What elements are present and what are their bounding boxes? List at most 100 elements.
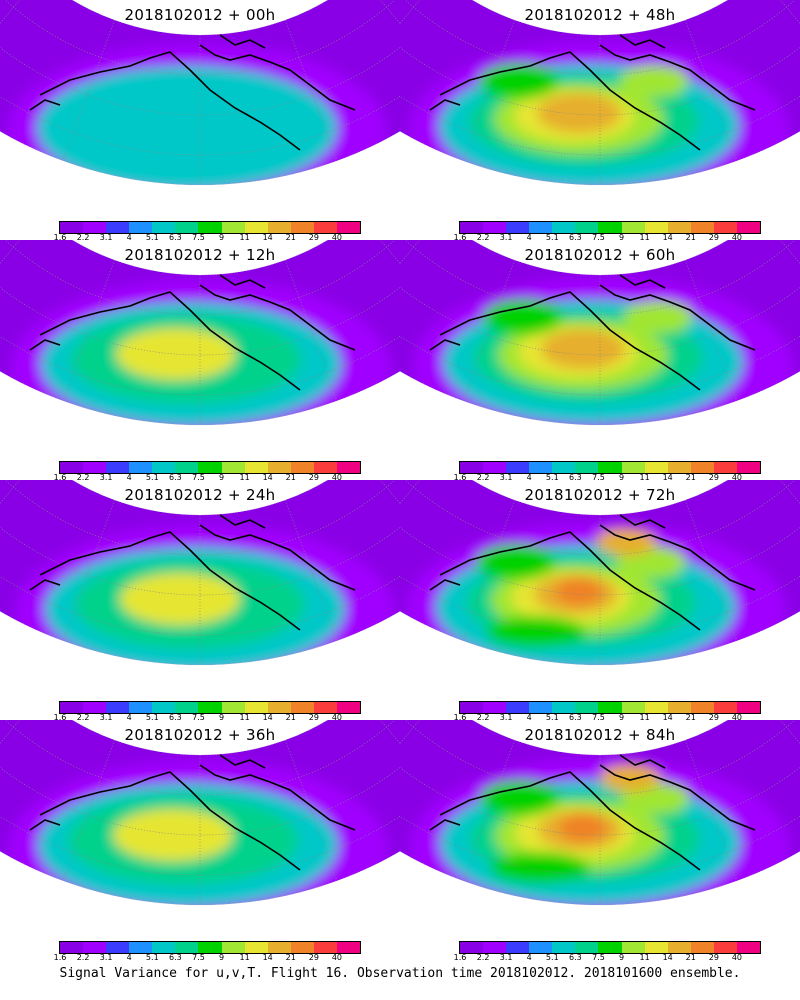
colorbar-tick-label: 11	[639, 713, 650, 722]
colorbar-tick-label: 29	[708, 473, 719, 482]
colorbar-swatch	[290, 462, 314, 473]
colorbar-tick-label: 11	[639, 233, 650, 242]
colorbar-swatch	[336, 462, 361, 473]
colorbar-swatch	[736, 462, 761, 473]
colorbar-tick-label: 40	[331, 233, 343, 242]
map-panel: 2018102012 + 72h 1.6 2.2 3.1 4 5.1 6.3 7.5 9 11 14…	[400, 480, 800, 722]
colorbar-swatch	[336, 222, 361, 233]
colorbar-tick-label: 7.5	[592, 473, 605, 482]
colorbar-tick-label: 5.1	[545, 473, 559, 482]
colorbar-tick-label: 29	[308, 713, 319, 722]
colorbar-swatch	[575, 702, 599, 713]
colorbar-tick-label: 4	[526, 473, 532, 482]
map-panel: 2018102012 + 48h 1.6 2.2 3.1 4 5.1 6.3 7.5 9 11 14…	[400, 0, 800, 242]
coastline	[29, 274, 356, 391]
colorbar-swatch	[644, 942, 668, 953]
colorbar-tick-label: 7.5	[592, 953, 605, 962]
colorbar-tick-label: 14	[662, 473, 673, 482]
colorbar-tick-label: 6.3	[569, 233, 582, 242]
colorbar-tick-label: 6.3	[169, 233, 182, 242]
colorbar-swatch	[267, 942, 291, 953]
colorbar-swatch	[667, 462, 691, 473]
colorbar-swatch	[644, 222, 668, 233]
colorbar-swatch	[690, 222, 714, 233]
colorbar-tick-label: 21	[285, 473, 296, 482]
colorbar-tick-label: 2.2	[76, 233, 90, 242]
colorbar-tick-label: 5.1	[145, 233, 159, 242]
colorbar-swatch	[575, 462, 599, 473]
colorbar-tick-label: 14	[662, 713, 673, 722]
colorbar-tick-label: 2.2	[476, 713, 490, 722]
colorbar-tick-label: 1.6	[53, 233, 67, 242]
colorbar-tick-label: 29	[308, 233, 319, 242]
colorbar-tick-label: 9	[618, 473, 625, 482]
colorbar-swatch	[552, 942, 576, 953]
colorbar-ticks: 1.6 2.2 3.1 4 5.1 6.3 7.5 9 11 14 21 29 40	[54, 233, 360, 245]
colorbar-tick-label: 11	[239, 473, 250, 482]
colorbar-tick-label: 6.3	[169, 473, 182, 482]
colorbar-tick-label: 40	[731, 713, 743, 722]
colorbar-tick-label: 11	[239, 233, 250, 242]
colorbar-tick-label: 21	[285, 233, 296, 242]
colorbar-swatch	[460, 942, 484, 953]
colorbar-tick-label: 5.1	[545, 953, 559, 962]
colorbar-swatch	[529, 462, 553, 473]
colorbar-swatch	[598, 942, 622, 953]
colorbar-swatch	[506, 942, 530, 953]
colorbar-tick-label: 40	[331, 713, 343, 722]
variance-map	[400, 0, 800, 186]
panel-title: 2018102012 + 00h	[124, 6, 276, 24]
colorbar	[59, 701, 361, 714]
colorbar-tick-label: 11	[239, 953, 250, 962]
colorbar-swatch	[129, 462, 153, 473]
colorbar-swatch	[460, 702, 484, 713]
colorbar-tick-label: 7.5	[192, 473, 205, 482]
colorbar-tick-label: 5.1	[545, 713, 559, 722]
colorbar-swatch	[667, 702, 691, 713]
colorbar-tick-label: 40	[731, 473, 743, 482]
map-panel: 2018102012 + 12h 1.6 2.2 3.1 4 5.1 6.3 7.5 9 11 14…	[0, 240, 400, 482]
colorbar	[459, 941, 761, 954]
colorbar-ticks: 1.6 2.2 3.1 4 5.1 6.3 7.5 9 11 14 21 29 40	[454, 473, 760, 485]
colorbar-tick-label: 11	[639, 953, 650, 962]
colorbar-swatch	[221, 462, 245, 473]
colorbar-swatch	[198, 462, 222, 473]
colorbar-swatch	[106, 702, 130, 713]
colorbar-swatch	[267, 702, 291, 713]
colorbar-swatch	[667, 222, 691, 233]
colorbar	[59, 461, 361, 474]
figure-caption: Signal Variance for u,v,T. Flight 16. Ob…	[59, 966, 741, 981]
colorbar-swatch	[690, 462, 714, 473]
colorbar-ticks: 1.6 2.2 3.1 4 5.1 6.3 7.5 9 11 14 21 29 40	[454, 233, 760, 245]
colorbar-tick-label: 21	[685, 473, 696, 482]
colorbar-swatch	[244, 942, 268, 953]
colorbar-tick-label: 29	[708, 713, 719, 722]
colorbar-swatch	[106, 942, 130, 953]
map-panel: 2018102012 + 60h 1.6 2.2 3.1 4 5.1 6.3 7.5 9 11 14…	[400, 240, 800, 482]
colorbar-swatch	[598, 462, 622, 473]
colorbar-tick-label: 11	[639, 473, 650, 482]
colorbar-tick-label: 9	[218, 233, 225, 242]
colorbar-swatch	[129, 222, 153, 233]
colorbar-swatch	[152, 222, 176, 233]
coastline	[29, 754, 356, 871]
colorbar-tick-label: 3.1	[499, 233, 513, 242]
colorbar-tick-label: 40	[331, 953, 343, 962]
colorbar-swatch	[313, 702, 337, 713]
colorbar-swatch	[460, 222, 484, 233]
panel-title: 2018102012 + 72h	[524, 486, 676, 504]
colorbar-tick-label: 3.1	[99, 473, 113, 482]
colorbar-swatch	[506, 462, 530, 473]
colorbar-swatch	[244, 222, 268, 233]
colorbar-ticks: 1.6 2.2 3.1 4 5.1 6.3 7.5 9 11 14 21 29 40	[454, 953, 760, 965]
colorbar-swatch	[598, 702, 622, 713]
colorbar-tick-label: 3.1	[499, 953, 513, 962]
colorbar-swatch	[713, 702, 737, 713]
colorbar-tick-label: 2.2	[76, 473, 90, 482]
colorbar-tick-label: 1.6	[53, 713, 67, 722]
colorbar-tick-label: 2.2	[476, 233, 490, 242]
colorbar-tick-label: 14	[262, 713, 273, 722]
colorbar-tick-label: 14	[662, 953, 673, 962]
colorbar-tick-label: 29	[308, 473, 319, 482]
panel-title: 2018102012 + 60h	[524, 246, 676, 264]
